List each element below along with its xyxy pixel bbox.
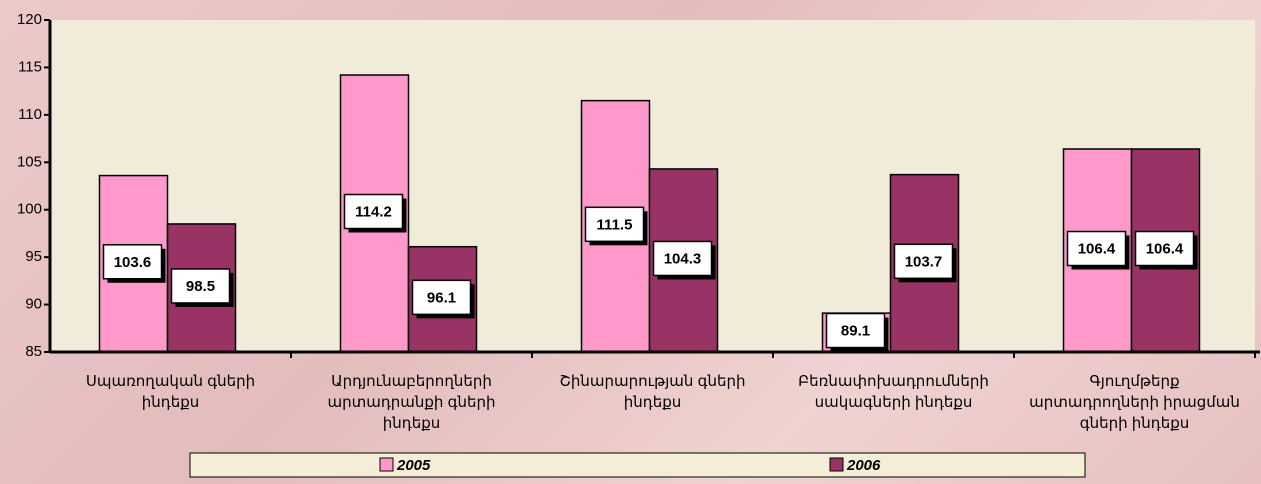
data-label: 103.6 xyxy=(114,254,152,271)
label-box xyxy=(584,206,645,243)
data-label: 103.7 xyxy=(905,253,943,270)
y-tick-label: 100 xyxy=(17,201,42,218)
x-tick-label: Սպառողական գների ինդեքս xyxy=(86,373,255,411)
y-tick-label: 90 xyxy=(25,296,42,313)
x-tick-label: Շինարարության գների ինդեքս xyxy=(560,373,746,411)
data-label: 89.1 xyxy=(841,323,870,340)
x-tick-label: Արդյունաբերողների արտադրանքի գների ինդեքս xyxy=(327,373,495,432)
x-tick-label: Գյուղմթերք արտադրողների իրացման գների ինդե… xyxy=(1029,373,1240,432)
label-box xyxy=(652,240,713,277)
label-box xyxy=(1066,230,1127,267)
x-tick-label: Բեռնափոխադրումների սակագների ինդեքս xyxy=(798,373,989,411)
y-tick-label: 115 xyxy=(18,58,42,75)
data-label: 98.5 xyxy=(186,278,215,295)
y-tick-label: 95 xyxy=(25,248,42,265)
label-box xyxy=(893,243,954,280)
y-tick-label: 105 xyxy=(17,153,42,170)
data-label: 104.3 xyxy=(664,250,702,267)
legend-box xyxy=(189,452,1086,478)
data-label: 106.4 xyxy=(1078,240,1116,257)
legend-label: 2005 xyxy=(396,457,431,474)
label-box xyxy=(343,193,404,230)
label-box xyxy=(170,268,231,304)
data-label: 96.1 xyxy=(427,289,456,306)
legend-swatch xyxy=(829,457,844,472)
label-box xyxy=(411,279,472,316)
data-label: 106.4 xyxy=(1146,240,1184,257)
y-tick-label: 85 xyxy=(25,343,42,360)
label-box xyxy=(102,244,163,280)
legend-label: 2006 xyxy=(846,457,881,474)
label-box xyxy=(825,312,886,349)
y-tick-label: 120 xyxy=(17,11,42,28)
y-tick-label: 110 xyxy=(18,106,42,123)
data-label: 114.2 xyxy=(355,203,392,220)
data-label: 111.5 xyxy=(597,216,633,233)
label-box xyxy=(1134,230,1195,267)
legend-swatch xyxy=(379,457,394,472)
